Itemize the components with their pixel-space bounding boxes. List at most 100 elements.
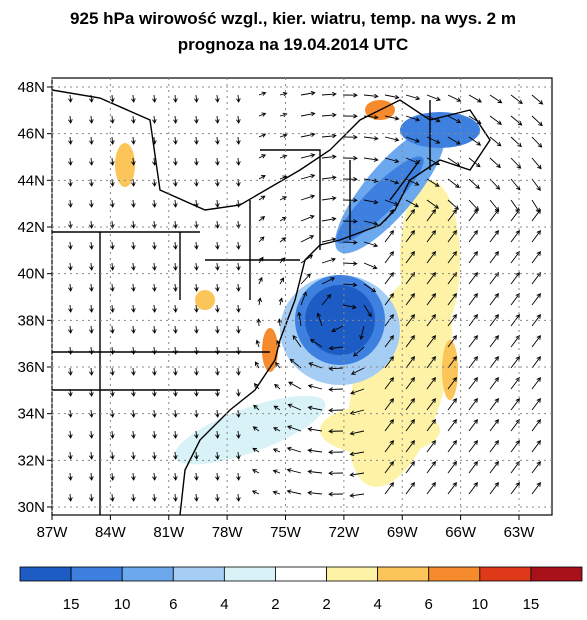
wind-arrow	[110, 199, 115, 208]
wind-arrow	[152, 304, 157, 313]
wind-arrow	[131, 94, 136, 103]
wind-arrow	[215, 283, 220, 292]
wind-arrow	[215, 472, 220, 481]
wind-arrow	[152, 94, 157, 103]
wind-arrow	[426, 461, 436, 474]
colorbar-label: 4	[220, 596, 228, 613]
colorbar-swatch	[19, 566, 72, 582]
wind-arrow	[468, 377, 478, 390]
wind-arrow	[363, 262, 378, 270]
wind-arrow	[255, 339, 261, 348]
wind-arrow	[131, 346, 136, 355]
wind-arrow	[510, 398, 520, 411]
lat-tick-label: 44N	[17, 172, 45, 189]
wind-arrow	[489, 136, 502, 147]
wind-arrow	[292, 334, 302, 348]
wind-arrow	[89, 220, 94, 229]
wind-arrow	[194, 430, 199, 439]
lat-tick-label: 32N	[17, 452, 45, 469]
wind-arrow	[447, 335, 457, 348]
wind-arrow	[468, 398, 478, 411]
wind-arrow	[215, 388, 220, 397]
wind-arrow	[215, 94, 220, 103]
wind-arrow	[426, 199, 440, 209]
wind-arrow	[510, 251, 520, 264]
wind-arrow	[300, 132, 316, 138]
wind-arrow	[426, 440, 436, 453]
wind-arrow	[300, 153, 316, 159]
wind-arrow	[321, 196, 337, 201]
wind-arrow	[489, 115, 502, 125]
wind-arrow	[328, 428, 344, 434]
wind-arrow	[152, 325, 157, 334]
wind-arrow	[173, 388, 178, 397]
wind-arrow	[405, 199, 420, 208]
wind-arrow	[215, 346, 220, 355]
wind-arrow	[447, 230, 457, 243]
wind-arrow	[426, 209, 436, 222]
wind-arrow	[321, 277, 336, 285]
wind-arrow	[152, 157, 157, 166]
colorbar-swatch	[172, 566, 225, 582]
wind-arrow	[236, 388, 241, 397]
wind-arrow	[110, 136, 115, 145]
wind-arrow	[152, 493, 157, 502]
wind-arrow	[321, 112, 337, 118]
wind-arrow	[152, 367, 157, 376]
wind-arrow	[447, 398, 457, 411]
wind-arrow	[194, 367, 199, 376]
wind-arrow	[510, 356, 520, 369]
wind-arrow	[89, 325, 94, 334]
wind-arrow	[342, 113, 358, 119]
wind-arrow	[342, 176, 358, 182]
wind-arrow	[447, 377, 457, 390]
wind-arrow	[89, 262, 94, 271]
colorbar-swatch	[70, 566, 123, 582]
wind-arrow	[215, 262, 220, 271]
wind-arrow	[173, 346, 178, 355]
wind-arrow	[68, 325, 73, 334]
wind-arrow	[359, 325, 365, 340]
wind-arrow	[110, 472, 115, 481]
wind-arrow	[468, 461, 478, 474]
lat-tick-label: 38N	[17, 312, 45, 329]
wind-arrow	[173, 451, 178, 460]
wind-arrow	[258, 276, 263, 285]
wind-arrow	[89, 409, 94, 418]
wind-arrow	[531, 178, 541, 191]
wind-arrow	[110, 451, 115, 460]
wind-arrow	[468, 199, 480, 211]
wind-arrow	[510, 199, 520, 213]
wind-arrow	[152, 199, 157, 208]
title-line-1: 925 hPa wirowość wzgl., kier. wiatru, te…	[70, 9, 516, 28]
wind-arrow	[110, 346, 115, 355]
wind-arrow	[489, 356, 499, 369]
wind-arrow	[328, 491, 344, 497]
wind-arrow	[321, 175, 337, 180]
wind-arrow	[363, 157, 379, 162]
wind-arrow	[194, 472, 199, 481]
wind-arrow	[510, 272, 520, 285]
wind-arrow	[363, 136, 379, 141]
wind-arrow	[307, 469, 323, 475]
wind-arrow	[447, 115, 462, 124]
wind-arrow	[68, 241, 73, 250]
wind-arrow	[287, 403, 302, 411]
wind-arrow	[384, 356, 394, 369]
wind-arrow	[272, 448, 281, 453]
wind-arrow	[363, 283, 377, 293]
wind-arrow	[272, 469, 281, 474]
wind-arrow	[89, 346, 94, 355]
wind-arrow	[328, 408, 344, 413]
wind-arrow	[300, 90, 316, 96]
wind-arrow	[363, 93, 379, 99]
wind-arrow	[68, 283, 73, 292]
wind-arrow	[426, 157, 441, 166]
wind-arrow	[277, 318, 282, 327]
wind-arrow	[194, 451, 199, 460]
wind-arrow	[531, 136, 543, 148]
wind-arrow	[342, 219, 358, 224]
wind-arrow	[321, 133, 337, 139]
wind-arrow	[468, 251, 478, 264]
wind-arrow	[276, 339, 281, 348]
